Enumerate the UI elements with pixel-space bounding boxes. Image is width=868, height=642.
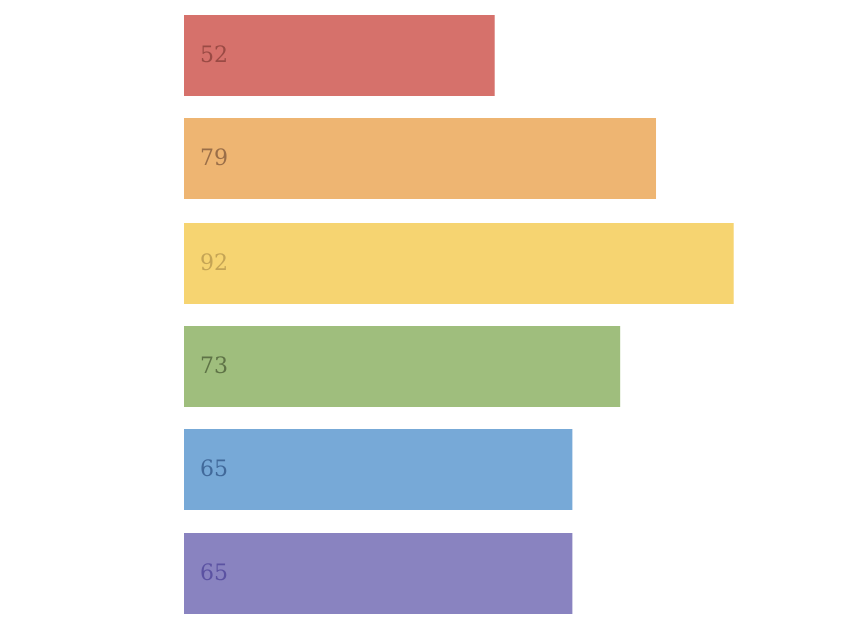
bar [184,15,495,96]
bar-value-label: 52 [200,43,228,68]
bar-value-label: 79 [200,146,228,171]
bar [184,118,657,199]
bar [184,429,573,510]
bar-value-label: 65 [200,457,228,482]
bar [184,326,621,407]
bar-value-label: 65 [200,561,228,586]
bar-value-label: 73 [200,354,228,379]
bar-group: 92 [184,223,734,304]
bar-value-label: 92 [200,251,228,276]
bar-group: 65 [184,533,573,614]
bar-group: 73 [184,326,621,407]
bar [184,533,573,614]
bar-group: 65 [184,429,573,510]
bar-group: 52 [184,15,495,96]
bar [184,223,734,304]
bar-group: 79 [184,118,657,199]
